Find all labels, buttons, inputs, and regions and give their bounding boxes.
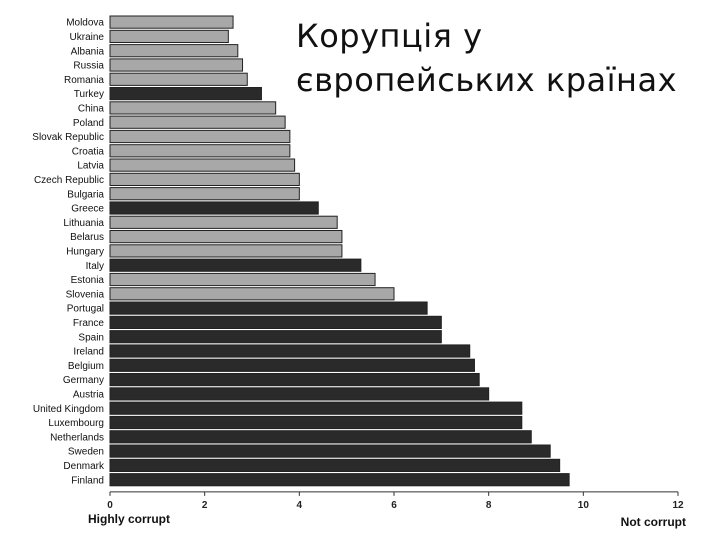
category-label: Croatia [72,146,105,157]
category-label: Slovenia [66,289,105,300]
category-label: France [73,318,105,329]
category-label: Estonia [71,275,105,286]
bar-greece [109,201,319,215]
bar-bulgaria [109,187,300,201]
bar-albania [109,44,239,58]
bar-russia [109,58,244,72]
x-tick-label: 6 [391,500,397,511]
category-label: Netherlands [50,432,104,443]
bar-luxembourg [109,415,523,430]
category-label: Belgium [68,361,104,372]
category-label: Romania [64,75,104,86]
x-tick-label: 8 [486,500,492,511]
category-label: Slovak Republic [32,132,104,143]
bar-netherlands [109,430,532,444]
bar-czech-republic [109,172,300,187]
category-label: Portugal [67,304,104,315]
bar-germany [109,373,480,387]
bar-hungary [109,244,343,258]
category-label: Latvia [77,161,104,172]
bar-ireland [109,344,471,358]
bar-finland [109,473,570,487]
x-left-end-label: Highly corrupt [88,512,170,526]
bar-slovenia [109,287,395,301]
category-label: Italy [86,261,104,272]
bar-estonia [109,272,376,287]
bar-united-kingdom [109,401,523,415]
bar-belarus [109,230,343,244]
category-label: Belarus [70,232,104,243]
bar-belgium [109,358,475,372]
category-label: Germany [63,375,104,386]
category-label: Russia [73,61,104,72]
category-label: Czech Republic [34,175,104,186]
category-label: Ukraine [70,32,105,43]
x-tick-label: 12 [672,500,684,511]
bar-china [109,101,277,115]
category-label: Austria [73,390,105,401]
bar-slovak-republic [109,129,291,144]
category-label: Turkey [74,89,104,100]
bar-poland [109,115,286,129]
category-label: United Kingdom [33,404,104,415]
category-label: Lithuania [63,218,104,229]
category-label: Ireland [73,347,104,358]
bar-romania [109,72,248,86]
category-label: Poland [73,118,104,129]
category-label: Hungary [66,247,104,258]
slide-title-line-2: європейських країнах [296,61,678,99]
category-label: Bulgaria [67,189,104,200]
category-label: Denmark [63,461,105,472]
x-tick-label: 10 [578,500,590,511]
category-label: Moldova [66,18,104,29]
category-label: Greece [71,204,104,215]
bar-sweden [109,444,551,458]
bar-ukraine [109,29,229,43]
category-label: China [78,104,105,115]
bar-latvia [109,158,296,172]
bar-france [109,315,442,329]
x-tick-label: 0 [107,500,113,511]
category-label: Spain [78,332,104,343]
slide-title: Корупція у європейських країнах [296,14,677,102]
bar-turkey [109,87,262,101]
bar-italy [109,258,362,272]
bar-portugal [109,301,428,315]
bar-moldova [109,15,234,29]
bar-denmark [109,458,561,472]
slide-title-line-1: Корупція у [296,17,483,55]
bar-austria [109,387,490,401]
category-label: Luxembourg [48,418,104,429]
x-tick-label: 2 [202,500,208,511]
bar-spain [109,330,442,344]
x-tick-label: 4 [297,500,303,511]
bar-croatia [109,144,291,158]
category-label: Finland [71,475,104,486]
category-label: Albania [71,46,105,57]
category-label: Sweden [68,447,104,458]
x-right-end-label: Not corrupt [621,515,686,529]
bar-lithuania [109,215,338,229]
